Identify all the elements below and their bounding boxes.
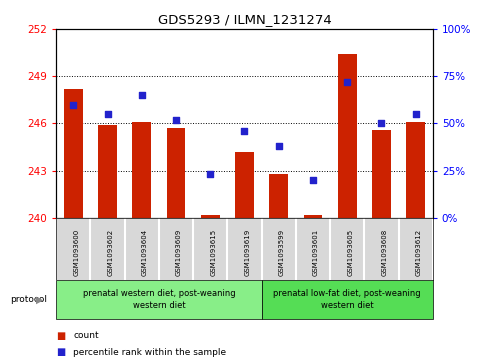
- Point: [240, 128, 248, 134]
- Text: GSM1093599: GSM1093599: [278, 229, 284, 277]
- Point: [411, 111, 419, 117]
- Point: [172, 117, 180, 123]
- Text: GSM1093612: GSM1093612: [415, 229, 421, 277]
- Bar: [337, 54, 356, 218]
- Text: protocol: protocol: [10, 295, 47, 304]
- Text: ■: ■: [56, 331, 65, 341]
- Point: [138, 92, 145, 98]
- Text: GSM1093602: GSM1093602: [107, 229, 113, 277]
- Point: [343, 79, 350, 85]
- Text: GSM1093604: GSM1093604: [142, 229, 147, 277]
- Text: GDS5293 / ILMN_1231274: GDS5293 / ILMN_1231274: [157, 13, 331, 26]
- Bar: [98, 125, 117, 218]
- Bar: [166, 128, 185, 218]
- Text: prenatal western diet, post-weaning
western diet: prenatal western diet, post-weaning west…: [82, 289, 235, 310]
- Point: [274, 143, 282, 149]
- Point: [206, 171, 214, 177]
- Text: GSM1093601: GSM1093601: [312, 229, 318, 277]
- Bar: [371, 130, 390, 218]
- Text: GSM1093609: GSM1093609: [176, 229, 182, 277]
- Bar: [269, 174, 287, 218]
- Bar: [261, 280, 432, 319]
- Bar: [406, 122, 424, 218]
- Text: ■: ■: [56, 347, 65, 357]
- Text: count: count: [73, 331, 99, 340]
- Point: [103, 111, 111, 117]
- Bar: [303, 216, 322, 218]
- Point: [69, 102, 77, 107]
- Text: GSM1093605: GSM1093605: [346, 229, 352, 277]
- Text: GSM1093619: GSM1093619: [244, 229, 250, 277]
- Text: GSM1093600: GSM1093600: [73, 229, 79, 277]
- Bar: [64, 89, 82, 218]
- Bar: [132, 122, 151, 218]
- Text: GSM1093615: GSM1093615: [210, 229, 216, 277]
- Point: [308, 177, 316, 183]
- Text: percentile rank within the sample: percentile rank within the sample: [73, 348, 226, 356]
- Text: GSM1093608: GSM1093608: [381, 229, 386, 277]
- Text: ▶: ▶: [36, 294, 43, 305]
- Bar: [235, 152, 253, 218]
- Bar: [56, 280, 261, 319]
- Point: [377, 121, 385, 126]
- Bar: [201, 215, 219, 218]
- Text: prenatal low-fat diet, post-weaning
western diet: prenatal low-fat diet, post-weaning west…: [273, 289, 420, 310]
